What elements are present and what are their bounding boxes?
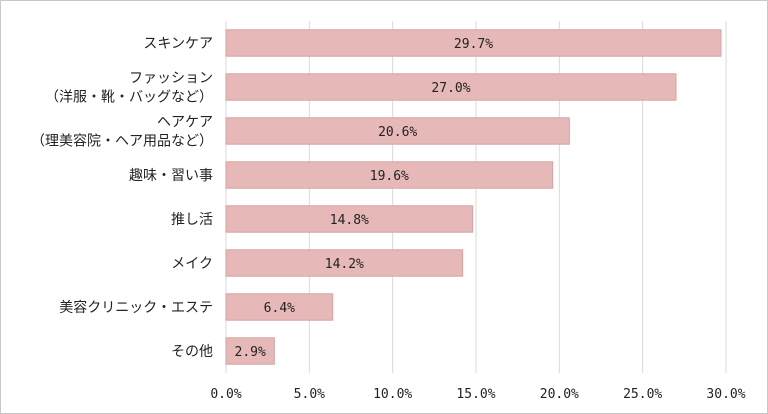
bar-2 bbox=[225, 117, 570, 145]
bar-7 bbox=[225, 337, 275, 365]
x-tick-label-1: 5.0% bbox=[294, 387, 325, 402]
data-label-0: 29.7% bbox=[454, 37, 493, 52]
data-label-5: 14.2% bbox=[325, 257, 364, 272]
x-tick-label-4: 20.0% bbox=[540, 387, 579, 402]
bar-6 bbox=[225, 293, 334, 321]
x-tick-label-2: 10.0% bbox=[373, 387, 412, 402]
x-tick-label-5: 25.0% bbox=[623, 387, 662, 402]
data-label-4: 14.8% bbox=[330, 213, 369, 228]
category-label-4: 推し活 bbox=[171, 212, 213, 228]
category-label-1-line-0: ファッション bbox=[129, 71, 213, 87]
category-label-3: 趣味・習い事 bbox=[129, 168, 213, 184]
bar-1 bbox=[225, 73, 677, 101]
bar-5 bbox=[225, 249, 464, 277]
category-label-2-line-0: ヘアケア bbox=[157, 115, 213, 131]
category-label-6: 美容クリニック・エステ bbox=[59, 299, 213, 316]
bar-4 bbox=[225, 205, 474, 233]
category-label-1-line-1: （洋服・靴・バッグなど） bbox=[45, 90, 213, 106]
category-label-5: メイク bbox=[171, 256, 213, 272]
category-label-2-line-1: （理美容院・ヘア用品など） bbox=[31, 133, 213, 150]
x-tick-label-3: 15.0% bbox=[456, 387, 495, 402]
x-tick-label-0: 0.0% bbox=[210, 387, 241, 402]
bar-0 bbox=[225, 29, 722, 57]
data-label-2: 20.6% bbox=[378, 125, 417, 140]
bar-3 bbox=[225, 161, 554, 189]
data-label-7: 2.9% bbox=[235, 345, 266, 360]
x-tick-label-6: 30.0% bbox=[706, 387, 745, 402]
data-label-1: 27.0% bbox=[431, 81, 470, 96]
category-label-0: スキンケア bbox=[143, 36, 213, 52]
data-label-6: 6.4% bbox=[264, 301, 295, 316]
category-label-7: その他 bbox=[171, 344, 213, 360]
data-label-3: 19.6% bbox=[370, 169, 409, 184]
